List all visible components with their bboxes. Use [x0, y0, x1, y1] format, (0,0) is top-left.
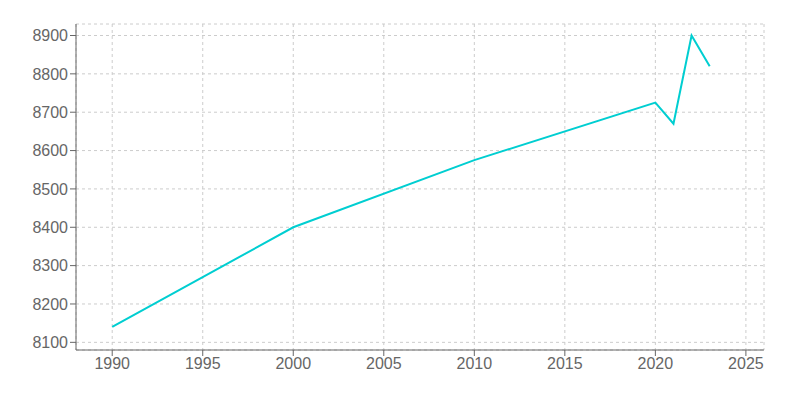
svg-text:2010: 2010 [457, 355, 493, 372]
svg-text:2020: 2020 [638, 355, 674, 372]
svg-text:8100: 8100 [32, 334, 68, 351]
svg-text:8500: 8500 [32, 181, 68, 198]
svg-text:2015: 2015 [547, 355, 583, 372]
svg-text:1995: 1995 [185, 355, 221, 372]
svg-text:8800: 8800 [32, 66, 68, 83]
svg-text:8200: 8200 [32, 296, 68, 313]
svg-text:8300: 8300 [32, 257, 68, 274]
svg-text:1990: 1990 [94, 355, 130, 372]
svg-text:8900: 8900 [32, 27, 68, 44]
svg-text:2000: 2000 [275, 355, 311, 372]
svg-text:2025: 2025 [728, 355, 764, 372]
svg-text:8600: 8600 [32, 142, 68, 159]
svg-text:8400: 8400 [32, 219, 68, 236]
svg-text:8700: 8700 [32, 104, 68, 121]
svg-text:2005: 2005 [366, 355, 402, 372]
